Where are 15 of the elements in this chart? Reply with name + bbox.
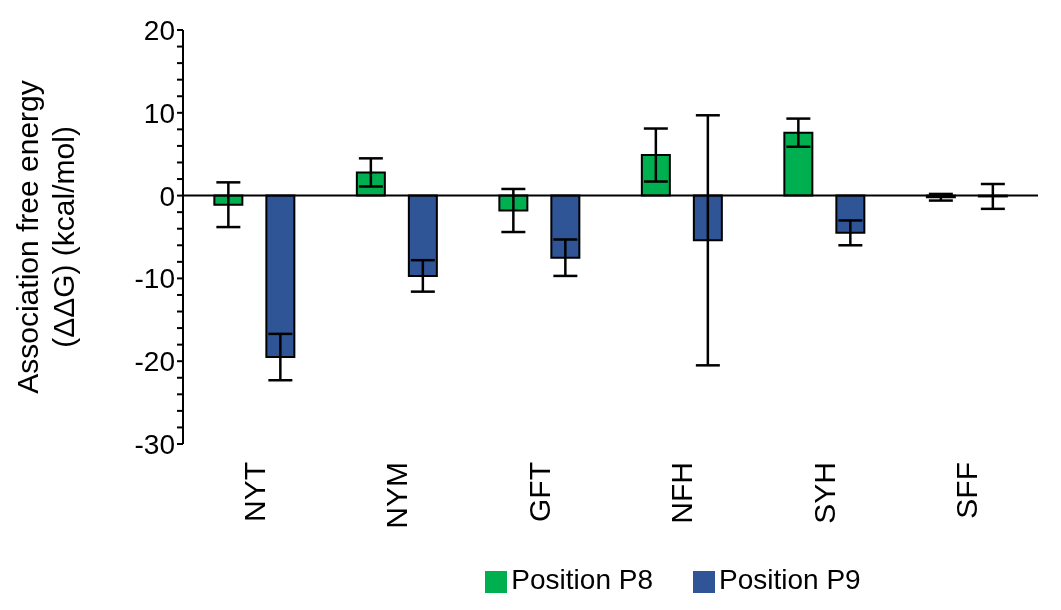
y-tick-label: -30 <box>134 428 175 460</box>
x-tick-label: GFT <box>522 462 556 522</box>
x-tick-label: NYM <box>380 462 414 529</box>
legend-label: Position P8 <box>511 564 653 595</box>
y-axis-title: Association free energy (ΔΔG) (kcal/mol) <box>11 80 80 394</box>
x-tick-label: NFH <box>665 462 699 524</box>
y-tick-label: 10 <box>143 97 175 129</box>
y-tick-label: -20 <box>134 346 175 378</box>
x-tick-label: SYH <box>807 462 841 524</box>
x-tick-label: SFF <box>950 462 984 519</box>
x-tick-label: NYT <box>237 462 271 522</box>
legend-label: Position P9 <box>719 564 861 595</box>
y-tick-label: -10 <box>134 263 175 295</box>
y-tick-label: 20 <box>143 14 175 46</box>
y-tick-label: 0 <box>159 180 175 212</box>
